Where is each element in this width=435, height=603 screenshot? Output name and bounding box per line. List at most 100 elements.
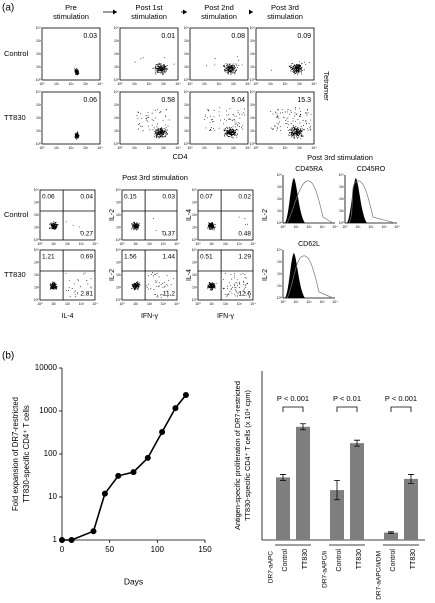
event-dot bbox=[164, 65, 166, 67]
event-dot bbox=[244, 108, 245, 110]
event-dot bbox=[154, 136, 155, 138]
axis-tick-label: 10⁰ bbox=[114, 142, 120, 146]
event-dot bbox=[293, 134, 294, 136]
event-dot bbox=[229, 71, 231, 73]
event-dot bbox=[134, 224, 136, 226]
dot-plot-frame bbox=[189, 27, 249, 81]
event-dot bbox=[232, 134, 234, 135]
axis-tick-label: 10⁴ bbox=[277, 248, 283, 252]
event-dot bbox=[75, 73, 77, 75]
event-dot bbox=[239, 117, 241, 119]
event-dot bbox=[207, 117, 209, 119]
dot-plot-frame bbox=[41, 27, 101, 81]
event-dot bbox=[300, 65, 302, 67]
event-dot bbox=[146, 119, 148, 121]
event-dot bbox=[166, 274, 168, 276]
event-dot bbox=[157, 63, 159, 65]
event-dot bbox=[301, 63, 303, 65]
event-dot bbox=[77, 293, 78, 295]
event-dot bbox=[75, 132, 77, 134]
data-point bbox=[144, 454, 151, 461]
event-dot bbox=[87, 292, 89, 294]
event-dot bbox=[160, 134, 162, 136]
event-dot bbox=[223, 128, 225, 130]
event-dot bbox=[230, 67, 232, 69]
event-dot bbox=[229, 107, 231, 109]
bar bbox=[296, 426, 310, 540]
event-dot bbox=[53, 285, 55, 287]
event-dot bbox=[237, 67, 238, 69]
event-dot bbox=[234, 126, 236, 128]
event-dot bbox=[292, 130, 294, 132]
event-dot bbox=[159, 135, 161, 137]
axis-tick-label: 10⁰ bbox=[250, 142, 256, 146]
event-dot bbox=[237, 124, 239, 126]
event-dot bbox=[225, 126, 227, 128]
event-dot bbox=[158, 68, 160, 70]
event-dot bbox=[165, 124, 167, 126]
event-dot bbox=[54, 222, 56, 224]
percentage: 0.09 bbox=[297, 33, 311, 40]
event-dot bbox=[132, 227, 134, 229]
event-dot bbox=[227, 71, 229, 73]
event-dot bbox=[78, 134, 79, 136]
event-dot bbox=[159, 132, 161, 133]
axis-tick-label: 10⁰ bbox=[277, 221, 283, 225]
event-dot bbox=[213, 116, 215, 118]
event-dot bbox=[154, 67, 156, 69]
axis-tick-label: 10³ bbox=[114, 39, 120, 43]
event-dot bbox=[238, 59, 240, 61]
event-dot bbox=[56, 224, 58, 225]
event-dot bbox=[288, 134, 290, 136]
event-dot bbox=[300, 114, 302, 116]
dot-plot-frame bbox=[255, 27, 315, 81]
axis-tick-label: 10² bbox=[68, 146, 74, 150]
event-dot bbox=[226, 134, 228, 136]
event-dot bbox=[233, 272, 235, 274]
event-dot bbox=[214, 287, 215, 289]
event-dot bbox=[52, 288, 54, 290]
event-dot bbox=[206, 65, 208, 67]
axis-tick-label: 10⁴ bbox=[114, 26, 120, 30]
event-dot bbox=[234, 67, 235, 69]
event-dot bbox=[133, 227, 135, 229]
event-dot bbox=[300, 71, 302, 73]
event-dot bbox=[291, 134, 293, 136]
axis-tick-label: 10⁰ bbox=[116, 238, 122, 242]
event-dot bbox=[163, 68, 165, 70]
event-dot bbox=[163, 68, 165, 70]
event-dot bbox=[310, 129, 312, 131]
event-dot bbox=[270, 69, 272, 71]
event-dot bbox=[237, 110, 239, 112]
event-dot bbox=[308, 123, 310, 125]
event-dot bbox=[230, 273, 232, 275]
event-dot bbox=[232, 136, 234, 138]
event-dot bbox=[294, 70, 296, 72]
event-dot bbox=[228, 131, 230, 133]
event-dot bbox=[163, 133, 165, 135]
group-label: DR7-aAPC bbox=[268, 551, 275, 583]
event-dot bbox=[158, 63, 160, 65]
event-dot bbox=[236, 133, 238, 135]
event-dot bbox=[295, 128, 297, 130]
event-dot bbox=[293, 136, 295, 138]
event-dot bbox=[50, 223, 52, 225]
event-dot bbox=[240, 273, 242, 275]
axis-tick-label: 10¹ bbox=[192, 225, 198, 229]
event-dot bbox=[234, 120, 236, 122]
event-dot bbox=[157, 65, 159, 67]
event-dot bbox=[159, 282, 161, 284]
event-dot bbox=[151, 112, 153, 114]
event-dot bbox=[89, 286, 91, 288]
event-dot bbox=[132, 284, 134, 286]
event-dot bbox=[298, 68, 300, 70]
event-dot bbox=[306, 114, 308, 116]
event-dot bbox=[74, 290, 76, 292]
event-dot bbox=[165, 115, 167, 117]
axis-tick-label: 10² bbox=[114, 116, 120, 120]
event-dot bbox=[242, 272, 244, 274]
event-dot bbox=[165, 134, 167, 136]
axis-tick-label: 10⁴ bbox=[332, 300, 338, 304]
event-dot bbox=[231, 66, 233, 68]
event-dot bbox=[225, 71, 227, 73]
